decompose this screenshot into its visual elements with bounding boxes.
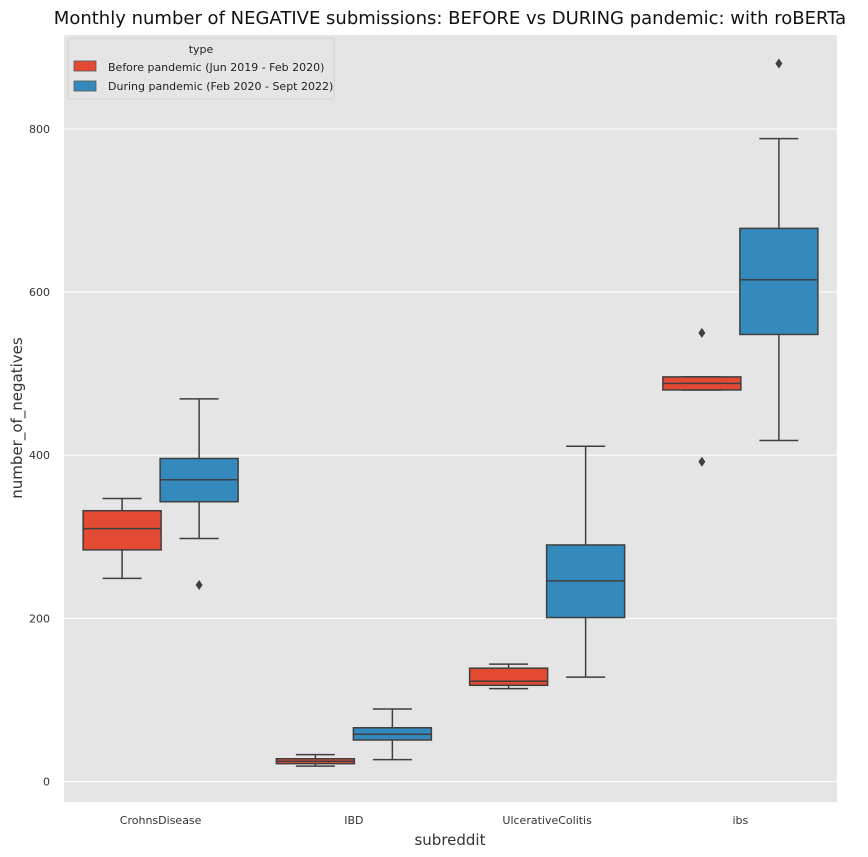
legend: type Before pandemic (Jun 2019 - Feb 202…	[67, 37, 335, 100]
boxes-layer	[82, 58, 819, 767]
box	[739, 227, 819, 336]
y-tick-label: 200	[29, 612, 50, 625]
y-tick-labels: 0 200 400 600 800	[29, 123, 50, 789]
box-group	[159, 398, 239, 590]
box-group	[275, 753, 356, 767]
box-group	[739, 58, 819, 442]
outlier-point	[195, 579, 203, 590]
legend-swatch-during	[73, 80, 97, 92]
box-group	[662, 327, 742, 467]
box-group	[468, 663, 549, 690]
outlier-point	[698, 327, 706, 338]
box	[468, 667, 549, 687]
legend-label-during: During pandemic (Feb 2020 - Sept 2022)	[108, 80, 333, 93]
box	[82, 509, 162, 551]
legend-label-before: Before pandemic (Jun 2019 - Feb 2020)	[108, 61, 324, 74]
x-tick-label: IBD	[344, 814, 363, 827]
box-group	[545, 445, 626, 678]
chart-title: Monthly number of NEGATIVE submissions: …	[54, 8, 846, 29]
y-axis-label: number_of_negatives	[8, 337, 27, 499]
y-tick-label: 400	[29, 449, 50, 462]
legend-title: type	[189, 43, 214, 56]
legend-swatch-before	[73, 60, 97, 72]
legend-frame	[67, 37, 335, 100]
outlier-point	[775, 58, 783, 69]
grid-lines	[64, 128, 837, 783]
x-tick-label: CrohnsDisease	[120, 814, 202, 827]
x-tick-label: UlcerativeColitis	[502, 814, 592, 827]
y-tick-label: 800	[29, 123, 50, 136]
outlier-point	[698, 456, 706, 467]
y-tick-label: 0	[43, 776, 50, 789]
box-group	[352, 708, 433, 761]
x-axis-label: subreddit	[414, 831, 485, 849]
box-group	[82, 497, 162, 580]
plot-background	[64, 35, 837, 802]
y-tick-label: 600	[29, 286, 50, 299]
x-tick-label: ibs	[732, 814, 748, 827]
x-tick-labels: CrohnsDisease IBD UlcerativeColitis ibs	[120, 814, 749, 827]
